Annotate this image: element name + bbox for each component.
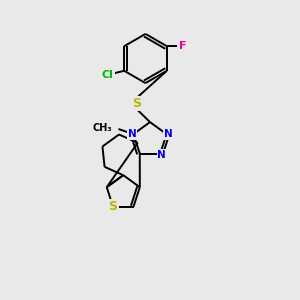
Text: Cl: Cl <box>102 70 114 80</box>
Text: N: N <box>158 150 166 160</box>
Text: S: S <box>109 200 118 213</box>
Text: F: F <box>179 41 186 51</box>
Text: N: N <box>164 129 172 139</box>
Text: N: N <box>128 129 136 139</box>
Text: CH₃: CH₃ <box>93 122 112 133</box>
Text: S: S <box>132 97 141 110</box>
